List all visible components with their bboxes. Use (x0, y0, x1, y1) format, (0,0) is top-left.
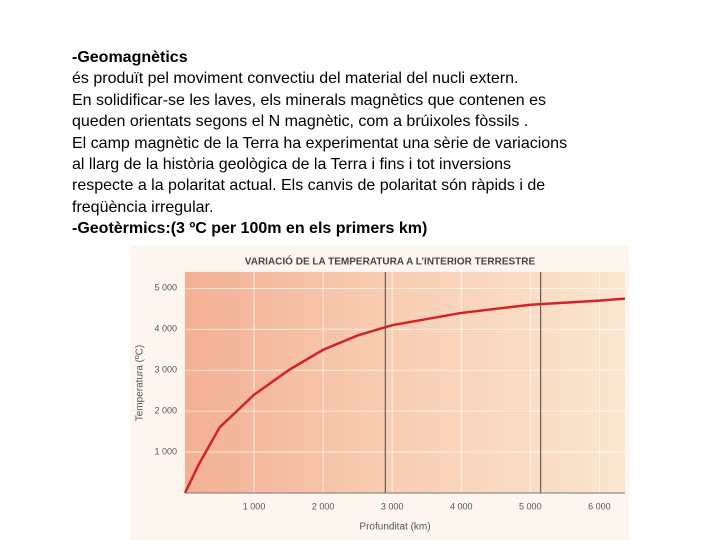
text-line: respecte a la polaritat actual. Els canv… (72, 177, 546, 195)
y-tick-label: 1 000 (154, 446, 177, 456)
text-block: -Geomagnètics és produït pel moviment co… (72, 47, 567, 240)
text-line: al llarg de la història geològica de la … (72, 156, 512, 174)
heading: -Geomagnètics (72, 49, 188, 66)
text-line: freqüència irregular. (72, 198, 214, 216)
x-tick-label: 5 000 (519, 501, 542, 511)
y-tick-label: 2 000 (154, 406, 177, 416)
y-tick-label: 4 000 (154, 324, 177, 334)
y-tick-label: 5 000 (154, 283, 177, 293)
text-line: El camp magnètic de la Terra ha experime… (72, 134, 568, 152)
y-axis-label: Temperatura (ºC) (135, 345, 146, 421)
chart-title: VARIACIÓ DE LA TEMPERATURA A L’INTERIOR … (245, 255, 536, 268)
x-tick-label: 4 000 (450, 501, 473, 511)
x-tick-label: 6 000 (588, 501, 611, 511)
text-line: queden orientats segons el N magnètic, c… (72, 113, 529, 131)
paragraph: és produït pel moviment convectiu del ma… (72, 68, 567, 218)
x-tick-label: 2 000 (312, 501, 335, 511)
plot-area (185, 272, 625, 493)
text-line: és produït pel moviment convectiu del ma… (72, 70, 519, 88)
x-axis-label: Profunditat (km) (359, 522, 430, 533)
x-tick-label: 3 000 (381, 501, 404, 511)
x-tick-label: 1 000 (243, 501, 266, 511)
heading: -Geotèrmics:(3 ºC per 100m en els primer… (72, 220, 428, 238)
temperature-curve (183, 297, 626, 494)
y-tick-label: 3 000 (154, 365, 177, 375)
text-line: En solidificar-se les laves, els mineral… (72, 91, 547, 109)
